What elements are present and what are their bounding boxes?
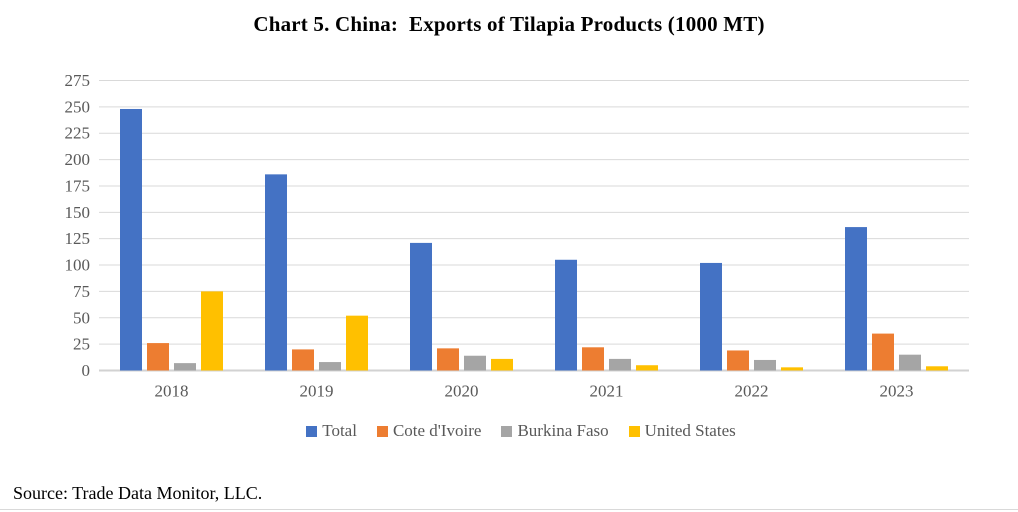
y-tick-label: 25 xyxy=(73,335,90,354)
bar-total-2019 xyxy=(265,174,287,371)
x-axis-label: 2018 xyxy=(155,382,189,401)
legend-item-cote-d-ivoire: Cote d'Ivoire xyxy=(376,421,482,441)
bar-total-2022 xyxy=(700,262,722,371)
y-tick-label: 175 xyxy=(65,176,91,195)
bar-total-2018 xyxy=(120,108,142,371)
y-tick-label: 75 xyxy=(73,282,90,301)
bar-total-2021 xyxy=(555,259,577,371)
bar-burkina-faso-2020 xyxy=(464,355,486,371)
bar-total-2023 xyxy=(845,227,867,371)
y-tick-label: 100 xyxy=(65,256,91,275)
y-tick-label: 0 xyxy=(82,361,91,380)
bar-total-2020 xyxy=(410,242,432,371)
legend-swatch-burkina-faso xyxy=(501,426,513,437)
bar-chart-plot: 0 25 50 75 100 125 150 175 200 225 250 275 2018 2019 2… xyxy=(65,71,969,401)
legend-swatch-cote-d-ivoire xyxy=(376,426,388,437)
x-axis-label: 2020 xyxy=(445,382,479,401)
x-axis-label: 2023 xyxy=(880,382,914,401)
bar-united-states-2018 xyxy=(201,291,223,371)
bar-burkina-faso-2019 xyxy=(319,362,341,371)
x-axis-label: 2022 xyxy=(735,382,769,401)
bar-cote-d-ivoire-2019 xyxy=(292,349,314,371)
legend-label-total: Total xyxy=(322,421,357,440)
x-axis-label: 2019 xyxy=(300,382,334,401)
y-tick-label: 225 xyxy=(65,124,91,143)
x-axis-label: 2021 xyxy=(590,382,624,401)
chart-legend: Total Cote d'Ivoire Burkina Faso United Sta… xyxy=(0,421,1018,441)
bar-cote-d-ivoire-2020 xyxy=(437,348,459,371)
bar-united-states-2021 xyxy=(636,365,658,371)
legend-label-united-states: United States xyxy=(644,421,736,440)
bar-united-states-2023 xyxy=(926,366,948,371)
bar-burkina-faso-2023 xyxy=(899,354,921,371)
bar-burkina-faso-2021 xyxy=(609,358,631,371)
page-bottom-divider xyxy=(0,509,1018,510)
legend-swatch-total xyxy=(306,426,318,437)
legend-item-united-states: United States xyxy=(628,421,736,441)
source-note: Source: Trade Data Monitor, LLC. xyxy=(13,483,263,503)
legend-swatch-united-states xyxy=(628,426,640,437)
bar-united-states-2022 xyxy=(781,367,803,371)
bar-burkina-faso-2022 xyxy=(754,359,776,371)
bar-cote-d-ivoire-2021 xyxy=(582,347,604,371)
bar-burkina-faso-2018 xyxy=(174,363,196,371)
bar-united-states-2019 xyxy=(346,315,368,371)
y-tick-label: 200 xyxy=(65,150,91,169)
legend-item-burkina-faso: Burkina Faso xyxy=(501,421,609,441)
bar-cote-d-ivoire-2022 xyxy=(727,350,749,371)
chart-title: Chart 5. China: Exports of Tilapia Produ… xyxy=(253,12,765,36)
y-tick-label: 125 xyxy=(65,229,91,248)
y-tick-label: 50 xyxy=(73,308,90,327)
bar-united-states-2020 xyxy=(491,358,513,371)
legend-label-burkina-faso: Burkina Faso xyxy=(517,421,609,440)
legend-label-cote-d-ivoire: Cote d'Ivoire xyxy=(392,421,482,440)
y-tick-label: 150 xyxy=(65,203,91,222)
bar-cote-d-ivoire-2018 xyxy=(147,343,169,371)
legend-item-total: Total xyxy=(306,421,357,441)
y-tick-label: 275 xyxy=(65,71,91,90)
bar-cote-d-ivoire-2023 xyxy=(872,333,894,371)
y-tick-label: 250 xyxy=(65,97,91,116)
